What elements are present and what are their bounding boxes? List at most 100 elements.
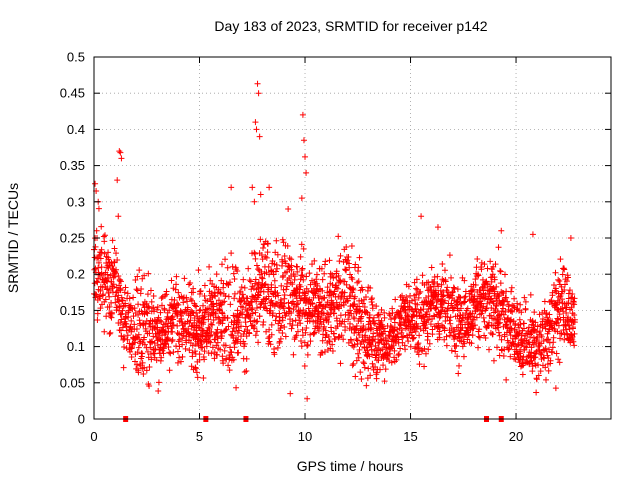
data-point <box>287 390 294 397</box>
data-point <box>469 332 476 339</box>
data-point <box>309 312 316 319</box>
data-point <box>224 314 231 321</box>
data-point <box>178 309 185 316</box>
data-point <box>351 341 358 348</box>
data-point <box>144 348 151 355</box>
y-tick-label: 0.05 <box>60 375 85 390</box>
data-point <box>311 329 318 336</box>
data-point <box>514 300 521 307</box>
data-point <box>167 319 174 326</box>
y-tick-label: 0.25 <box>60 231 85 246</box>
data-point <box>259 275 266 282</box>
data-point <box>338 332 345 339</box>
data-point <box>331 288 338 295</box>
data-point <box>267 341 274 348</box>
data-point <box>233 313 240 320</box>
data-point <box>549 344 556 351</box>
data-point <box>561 266 568 273</box>
data-point <box>117 319 124 326</box>
data-point <box>333 299 340 306</box>
data-point <box>321 348 328 355</box>
data-point <box>209 309 216 316</box>
data-point <box>151 340 158 347</box>
data-point <box>330 330 337 337</box>
data-point <box>378 306 385 313</box>
data-point <box>434 224 441 231</box>
data-point <box>462 298 469 305</box>
data-point <box>326 257 333 264</box>
data-point <box>125 314 132 321</box>
data-point <box>231 276 238 283</box>
data-point <box>106 330 113 337</box>
data-point <box>546 298 553 305</box>
data-point <box>201 282 208 289</box>
data-point <box>116 277 123 284</box>
data-point <box>256 133 263 140</box>
data-point <box>168 338 175 345</box>
data-point <box>396 350 403 357</box>
data-point <box>420 306 427 313</box>
data-point <box>248 322 255 329</box>
data-point <box>561 287 568 294</box>
data-point <box>518 309 525 316</box>
data-point <box>444 284 451 291</box>
data-point <box>288 256 295 263</box>
x-tick-label: 20 <box>509 429 523 444</box>
data-point <box>255 279 262 286</box>
data-point <box>179 341 186 348</box>
data-point <box>556 299 563 306</box>
data-point <box>469 287 476 294</box>
data-point <box>257 304 264 311</box>
data-point <box>225 362 232 369</box>
data-point <box>382 366 389 373</box>
data-point <box>320 331 327 338</box>
data-point <box>565 295 572 302</box>
data-point <box>346 264 353 271</box>
data-point <box>164 337 171 344</box>
data-point <box>184 304 191 311</box>
data-point <box>472 276 479 283</box>
data-point <box>335 272 342 279</box>
data-point <box>411 312 418 319</box>
data-point <box>507 332 514 339</box>
data-point <box>494 344 501 351</box>
data-point <box>569 300 576 307</box>
data-point <box>549 349 556 356</box>
data-point <box>344 297 351 304</box>
data-point <box>155 379 162 386</box>
data-point <box>347 271 354 278</box>
data-point <box>199 315 206 322</box>
data-point <box>281 253 288 260</box>
data-point <box>476 307 483 314</box>
data-point <box>475 344 482 351</box>
data-point <box>317 302 324 309</box>
data-point <box>145 270 152 277</box>
data-point <box>285 263 292 270</box>
data-point <box>229 354 236 361</box>
data-point <box>498 227 505 234</box>
data-point <box>547 357 554 364</box>
data-point <box>118 333 125 340</box>
data-point <box>158 302 165 309</box>
data-point <box>422 350 429 357</box>
data-point <box>367 284 374 291</box>
data-point <box>304 342 311 349</box>
data-point <box>357 369 364 376</box>
data-point <box>169 322 176 329</box>
data-point <box>163 316 170 323</box>
data-point <box>247 278 254 285</box>
data-point <box>478 310 485 317</box>
data-point <box>269 300 276 307</box>
data-point <box>341 318 348 325</box>
data-point <box>477 287 484 294</box>
data-point <box>196 356 203 363</box>
data-point <box>375 340 382 347</box>
data-point <box>480 314 487 321</box>
data-point <box>264 240 271 247</box>
data-point <box>554 328 561 335</box>
data-point <box>121 289 128 296</box>
data-point <box>294 328 301 335</box>
data-point <box>279 317 286 324</box>
data-point <box>349 276 356 283</box>
data-point <box>110 281 117 288</box>
